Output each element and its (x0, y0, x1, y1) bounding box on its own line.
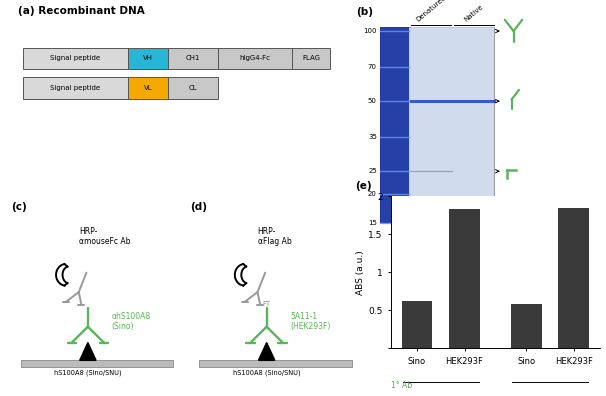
Bar (21, 360, 173, 367)
Text: VH: VH (143, 55, 153, 61)
Bar (558, 208, 589, 348)
Text: HRP-: HRP- (258, 227, 276, 236)
Text: (a) Recombinant DNA: (a) Recombinant DNA (18, 6, 145, 16)
Bar (411, 27, 494, 223)
Text: 5A11-1: 5A11-1 (290, 312, 318, 321)
Text: 35: 35 (368, 134, 377, 140)
Polygon shape (79, 343, 96, 360)
Bar (128, 48, 168, 69)
Bar (168, 77, 218, 99)
Polygon shape (258, 343, 275, 360)
Text: Denatured: Denatured (415, 0, 447, 23)
Text: 1° Ab: 1° Ab (391, 381, 412, 390)
Text: FLAG: FLAG (302, 55, 320, 61)
Bar (380, 27, 409, 223)
Text: (c): (c) (12, 202, 27, 212)
Text: (HEK293F): (HEK293F) (290, 322, 331, 331)
Text: hIgG4-Fc: hIgG4-Fc (239, 55, 270, 61)
Text: Native: Native (463, 4, 484, 23)
Text: (e): (e) (355, 181, 372, 191)
Text: 100: 100 (364, 28, 377, 34)
Y-axis label: ABS (a.u.): ABS (a.u.) (356, 250, 365, 295)
Text: 50: 50 (368, 98, 377, 104)
Text: 20: 20 (368, 191, 377, 197)
Text: Signal peptide: Signal peptide (50, 85, 101, 91)
Text: CH1: CH1 (186, 55, 201, 61)
Bar (23, 48, 128, 69)
Text: (b): (b) (356, 8, 373, 17)
Text: 25: 25 (368, 168, 377, 174)
Bar (380, 27, 494, 223)
Bar (449, 209, 480, 348)
Text: HRP-: HRP- (79, 227, 97, 236)
Text: Signal peptide: Signal peptide (50, 55, 101, 61)
Text: (Sino): (Sino) (112, 322, 134, 331)
Text: FT: FT (262, 301, 271, 307)
Bar (168, 48, 218, 69)
Text: αmouseFc Ab: αmouseFc Ab (79, 237, 130, 246)
Text: (d): (d) (190, 202, 207, 212)
Bar (292, 48, 330, 69)
Bar (128, 77, 168, 99)
Text: CL: CL (189, 85, 198, 91)
Text: αhS100A8: αhS100A8 (112, 312, 151, 321)
Text: αFlag Ab: αFlag Ab (258, 237, 291, 246)
Bar (511, 304, 542, 348)
Bar (23, 77, 128, 99)
Text: hS100A8 (Sino/SNU): hS100A8 (Sino/SNU) (233, 369, 301, 376)
Text: hS100A8 (Sino/SNU): hS100A8 (Sino/SNU) (54, 369, 122, 376)
Text: 70: 70 (368, 64, 377, 70)
Bar (199, 360, 352, 367)
Bar (218, 48, 292, 69)
Bar (402, 301, 433, 348)
Text: VL: VL (144, 85, 152, 91)
Text: 15: 15 (368, 220, 377, 226)
